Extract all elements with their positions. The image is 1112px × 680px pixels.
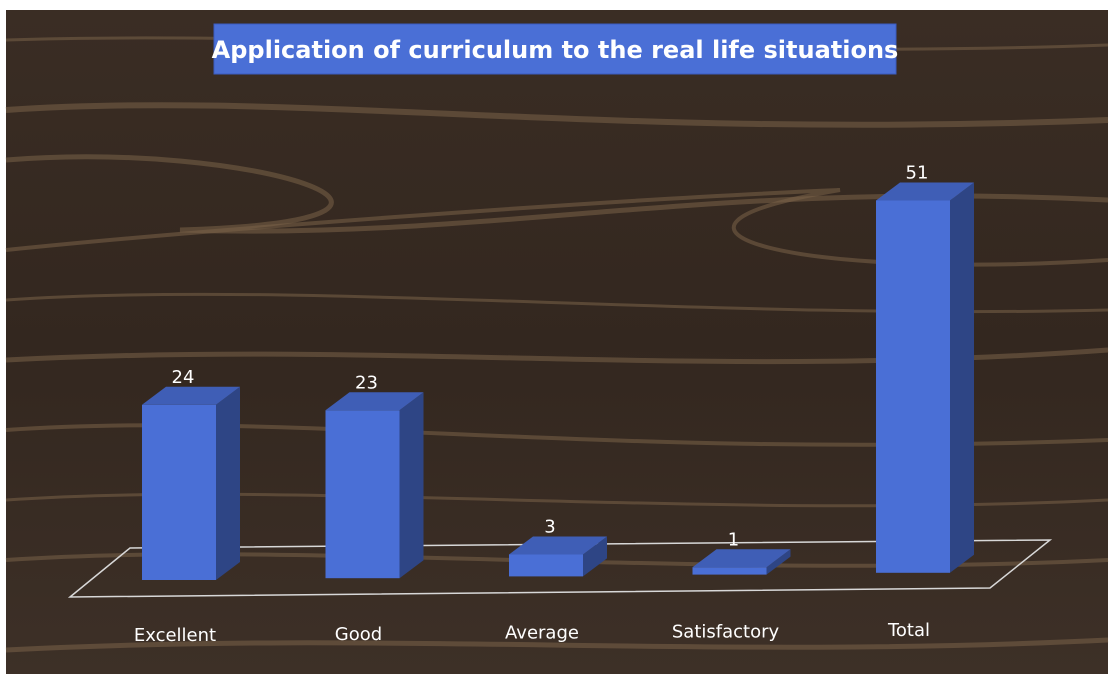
bar-front bbox=[325, 410, 400, 579]
bar bbox=[876, 182, 974, 573]
bar-front bbox=[692, 567, 767, 575]
x-tick-label: Good bbox=[335, 624, 382, 645]
data-label: 51 bbox=[906, 163, 929, 184]
bar-front bbox=[876, 200, 950, 573]
x-tick-label: Excellent bbox=[134, 625, 216, 646]
bar bbox=[142, 386, 240, 580]
bar-side bbox=[766, 549, 791, 575]
data-label: 1 bbox=[728, 529, 739, 550]
bar-front bbox=[509, 554, 583, 577]
x-tick-label: Average bbox=[505, 623, 579, 644]
x-tick-label: Satisfactory bbox=[672, 621, 780, 642]
bar-side bbox=[399, 392, 424, 579]
data-label: 24 bbox=[172, 367, 195, 388]
bar-side bbox=[950, 182, 974, 573]
bar bbox=[692, 549, 791, 575]
data-label: 3 bbox=[544, 517, 555, 538]
bar-top bbox=[325, 392, 424, 411]
bar-top bbox=[692, 549, 791, 568]
bar-side bbox=[216, 386, 240, 580]
chart-title: Application of curriculum to the real li… bbox=[212, 36, 899, 64]
bar-top bbox=[142, 386, 240, 405]
bar-top bbox=[876, 182, 974, 201]
data-label: 23 bbox=[355, 372, 378, 393]
floor bbox=[67, 539, 1053, 598]
x-tick-label: Total bbox=[887, 620, 930, 641]
title-box bbox=[213, 23, 897, 75]
bar bbox=[325, 392, 424, 579]
bar bbox=[509, 536, 607, 577]
bar-front bbox=[142, 404, 216, 580]
bar-top bbox=[509, 536, 607, 555]
bar-side bbox=[583, 536, 607, 577]
